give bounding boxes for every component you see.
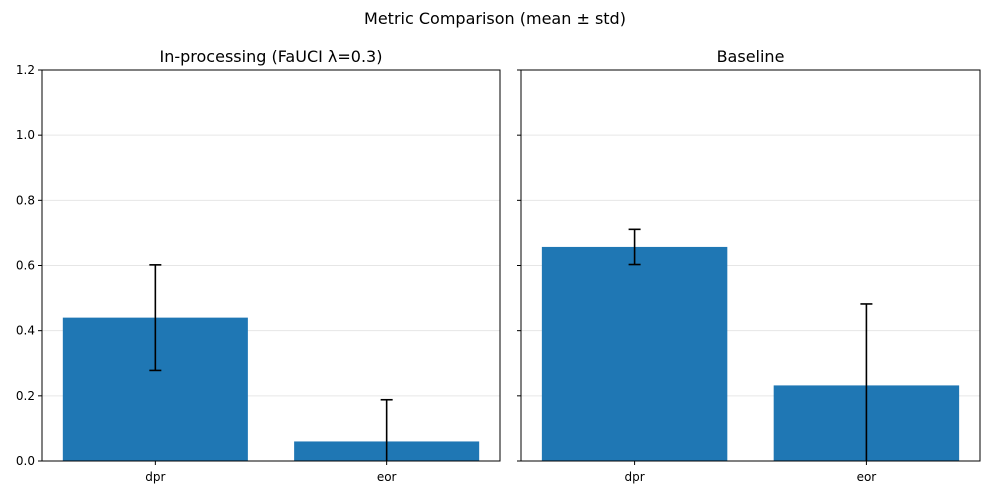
y-tick-label: 1.0 — [16, 128, 35, 142]
x-tick-label: dpr — [145, 470, 165, 484]
y-tick-label: 1.2 — [16, 63, 35, 77]
y-tick-label: 0.0 — [16, 454, 35, 468]
y-tick-label: 0.2 — [16, 389, 35, 403]
y-tick-label: 0.6 — [16, 259, 35, 273]
x-tick-label: dpr — [625, 470, 645, 484]
bar-dpr — [541, 246, 728, 461]
panel-baseline: Baseline dpr eor — [517, 47, 981, 484]
x-tick-label: eor — [857, 470, 877, 484]
x-tick-label: eor — [377, 470, 397, 484]
panel-title: In-processing (FaUCI λ=0.3) — [160, 47, 383, 66]
figure-suptitle: Metric Comparison (mean ± std) — [364, 9, 626, 28]
y-tick-label: 0.8 — [16, 193, 35, 207]
y-tick-label: 0.4 — [16, 324, 35, 338]
panel-in-processing: In-processing (FaUCI λ=0.3) 0.0 0.2 0.4 0.6… — [16, 47, 501, 484]
panel-title: Baseline — [717, 47, 785, 66]
